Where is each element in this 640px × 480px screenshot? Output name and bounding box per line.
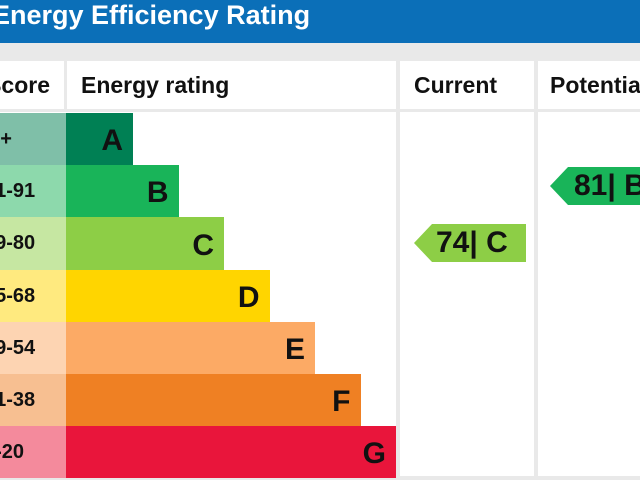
rating-header: Energy rating [81,72,230,98]
current-rating-label: 74| C [436,226,508,259]
chart-title: Energy Efficiency Rating [0,0,311,30]
potential-arrow-shape [550,167,640,205]
score-range-e: 39-54 [0,322,66,374]
score-range-f: 21-38 [0,374,66,426]
score-range-b: 81-91 [0,165,66,217]
rating-bar-f: F [66,374,361,426]
current-header: Current [414,72,498,98]
rating-letter-f: F [332,385,351,418]
rating-bar-d: D [66,270,270,322]
potential-header-cell: Potential [538,61,640,109]
potential-header: Potential [550,72,640,98]
potential-rating-label: 81| B [574,169,640,202]
score-header-cell: Score [0,61,64,109]
current-arrow-shape [414,224,526,262]
rating-bar-b: B [66,165,179,217]
score-range-c: 69-80 [0,217,66,270]
current-header-cell: Current [400,61,534,109]
rating-letter-d: D [237,281,260,314]
score-range-a: 92+ [0,113,66,165]
rating-header-cell: Energy rating [67,61,396,109]
potential-rating-arrow: 81| B [550,167,640,210]
rating-letter-c: C [192,229,214,262]
rating-bar-c: C [66,217,224,270]
rating-bar-g: G [66,426,396,478]
rating-letter-a: A [101,124,123,157]
current-body [400,112,534,476]
score-range-g: 1-20 [0,426,66,478]
rating-letter-e: E [284,333,305,366]
rating-letter-g: G [362,437,386,470]
rating-bar-a: A [66,113,133,165]
score-header: Score [0,72,50,98]
score-range-d: 55-68 [0,270,66,322]
rating-bar-e: E [66,322,315,374]
rating-letter-b: B [146,176,169,209]
chart-header: Energy Efficiency Rating [0,0,640,43]
current-rating-arrow: 74| C [414,224,526,267]
